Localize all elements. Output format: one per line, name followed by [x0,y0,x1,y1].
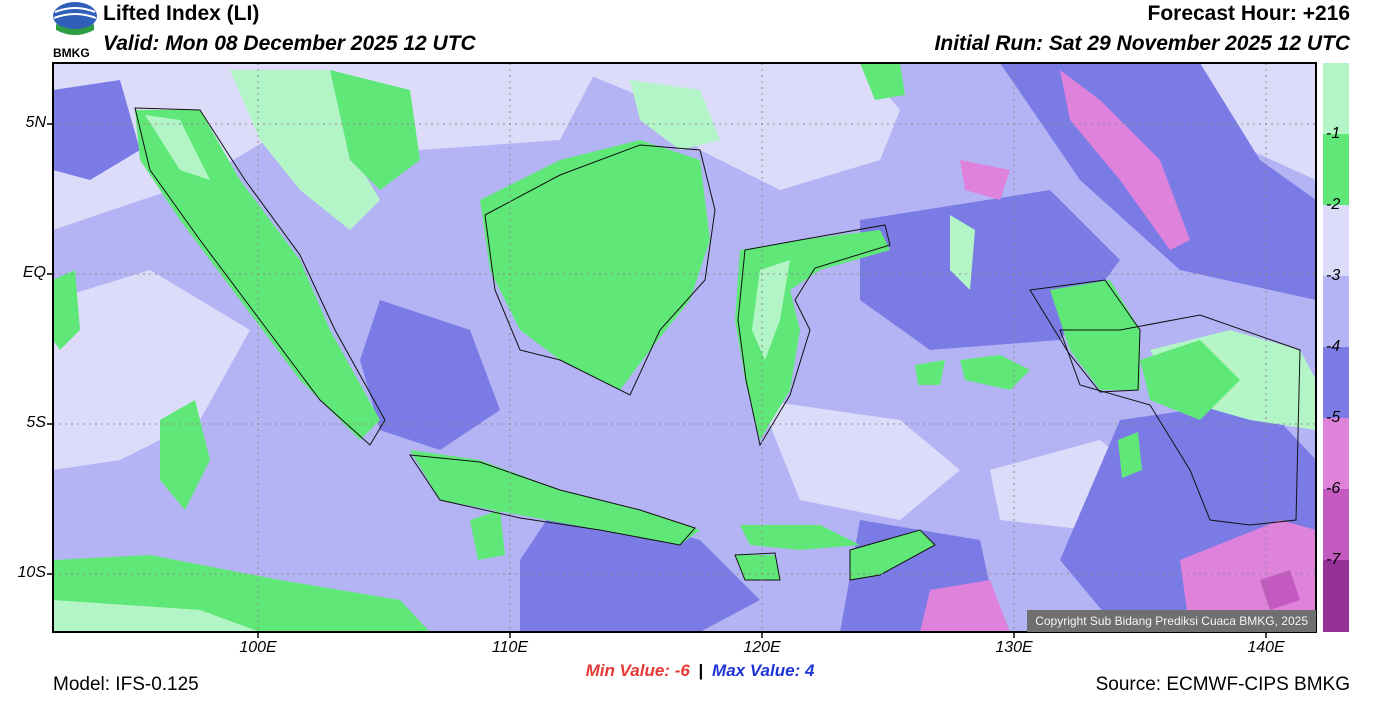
model-name: Model: IFS-0.125 [53,674,199,695]
lon-label-110e: 110E [491,639,529,656]
colorbar-label: -2 [1326,196,1341,213]
colorbar-label: -1 [1326,125,1341,142]
map-field [53,63,1316,632]
coastlines [134,107,1301,581]
min-max-separator: | [698,661,704,680]
bmkg-logo [53,2,97,35]
colorbar-label: -3 [1326,267,1341,284]
lat-label-eq: EQ [22,264,46,281]
lon-label-100e: 100E [239,639,277,656]
colorbar-swatch [1323,276,1349,347]
colorbar-swatch [1323,347,1349,418]
max-value-label: Max Value: [712,661,801,680]
colorbar-swatch [1323,560,1349,632]
data-source: Source: ECMWF-CIPS BMKG [1095,674,1350,695]
colorbar-label: -7 [1326,551,1341,568]
colorbar-swatch [1323,489,1349,560]
lon-label-120e: 120E [743,639,781,656]
logo-text: BMKG [53,46,90,60]
colorbar-label: -5 [1326,409,1341,426]
copyright-notice: Copyright Sub Bidang Prediksi Cuaca BMKG… [1027,610,1316,632]
map-frame [52,62,1317,633]
colorbar-label: -4 [1326,338,1341,355]
lat-label-5s: 5S [26,414,46,431]
colorbar-swatch [1323,418,1349,489]
lat-label-10s: 10S [17,564,46,581]
min-value: -6 [674,661,690,680]
forecast-hour: Forecast Hour: +216 [1147,2,1351,25]
colorbar [1323,63,1349,632]
lon-label-130e: 130E [995,639,1033,656]
colorbar-swatch [1323,134,1349,205]
colorbar-swatch [1323,63,1349,134]
initial-run: Initial Run: Sat 29 November 2025 12 UTC [934,32,1350,55]
grid-lines [53,63,1316,632]
lon-label-140e: 140E [1247,639,1285,656]
lat-label-5n: 5N [25,114,46,131]
chart-title: Lifted Index (LI) [103,2,260,25]
max-value: 4 [804,661,815,680]
min-value-label: Min Value: [585,661,670,680]
colorbar-swatch [1323,205,1349,276]
axis-ticks [47,123,1267,638]
valid-time: Valid: Mon 08 December 2025 12 UTC [103,32,476,55]
colorbar-label: -6 [1326,480,1341,497]
min-max-values: Min Value: -6 | Max Value: 4 [0,661,1400,681]
